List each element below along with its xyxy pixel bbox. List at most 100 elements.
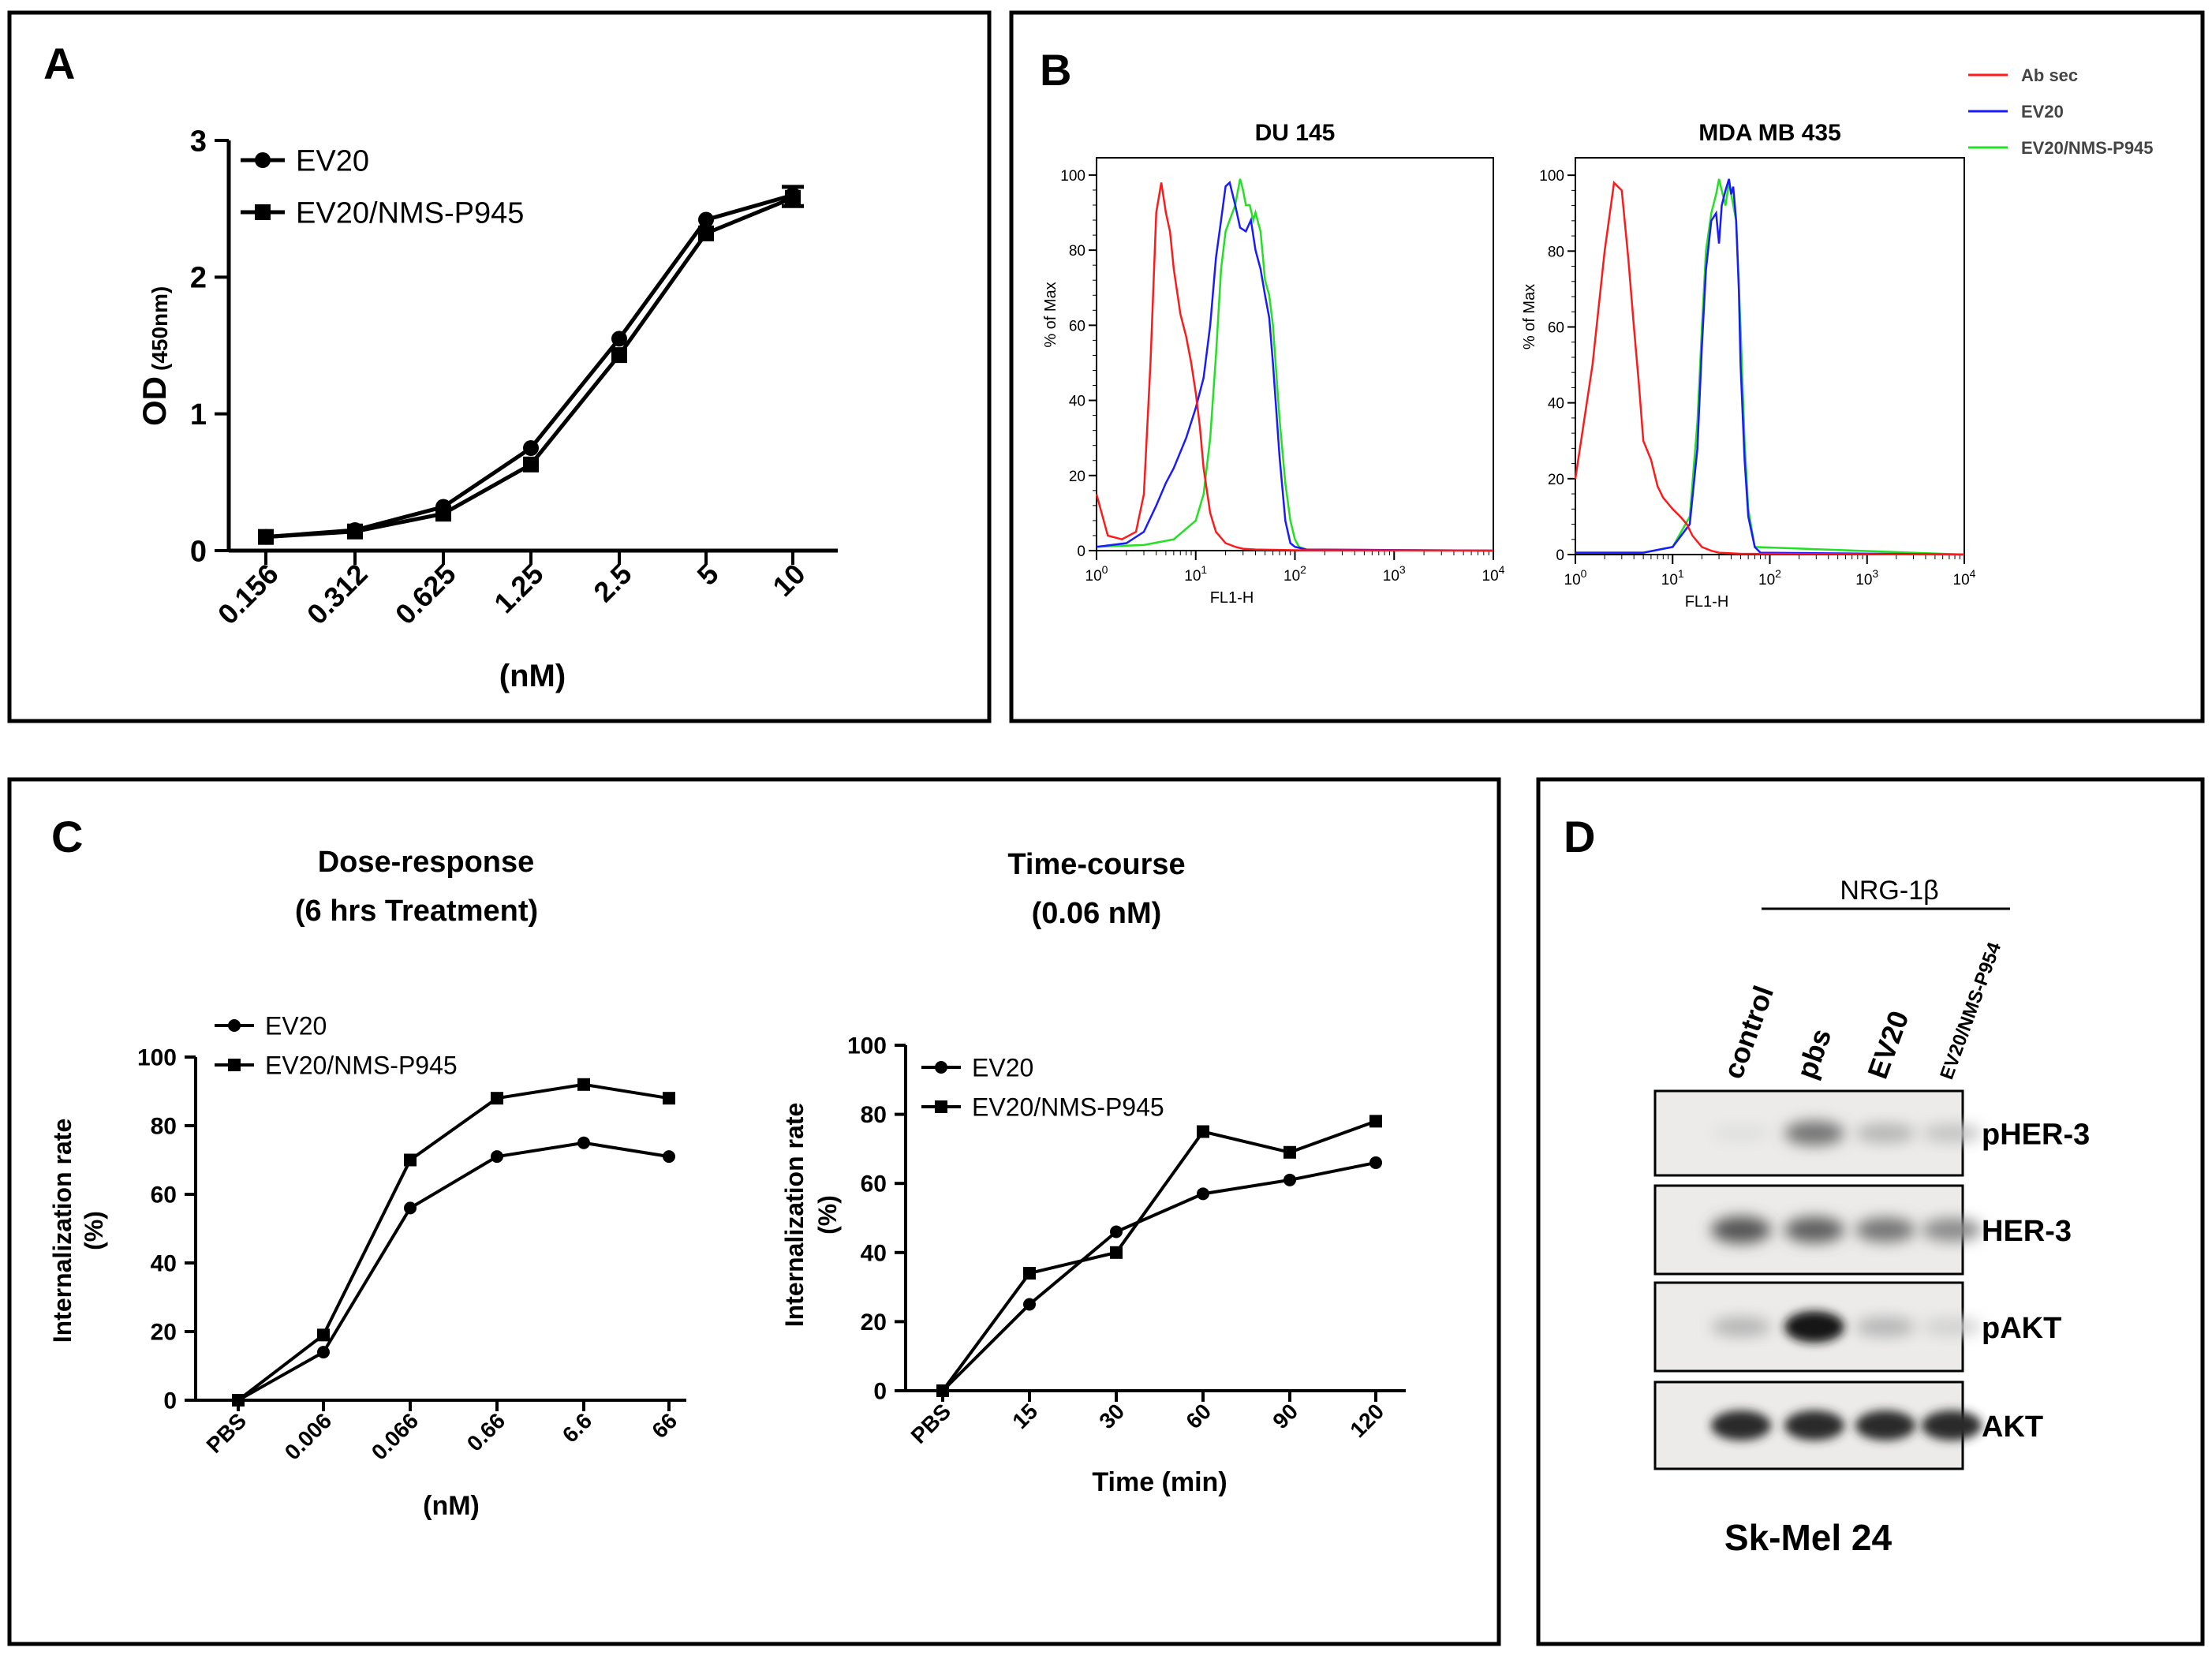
cl-series-line-1 — [237, 1082, 670, 1402]
b-xtick-exp: 4 — [1970, 567, 1976, 580]
cl-data-point — [404, 1201, 417, 1215]
d-band — [1711, 1410, 1771, 1440]
cl-data-point — [232, 1394, 245, 1407]
b-xtick-label: 100 — [1564, 567, 1587, 588]
b-xtick-label: 102 — [1758, 567, 1781, 588]
cl-data-point — [663, 1092, 675, 1105]
cl-ytick-label: 20 — [151, 1320, 177, 1346]
cr-ytick-label: 100 — [847, 1033, 887, 1059]
cl-ytick-label: 60 — [151, 1182, 177, 1209]
cl-series-line-0 — [237, 1141, 670, 1402]
b-xtick-exp: 1 — [1678, 567, 1684, 580]
cl-ytick-label: 0 — [163, 1388, 177, 1414]
cl-data-point — [491, 1092, 503, 1105]
panel-d-letter: D — [1564, 812, 1595, 861]
a-xtick-label: 0.312 — [301, 558, 374, 631]
d-band — [1711, 1216, 1771, 1243]
panel-a-frame — [7, 10, 992, 723]
d-cell-line: Sk-Mel 24 — [1724, 1517, 1893, 1558]
cl-xtick-label: 66 — [647, 1408, 682, 1443]
a-ytick-label: 0 — [190, 535, 207, 568]
cr-legend-label: EV20 — [972, 1054, 1033, 1082]
a-xtick-label: 1.25 — [488, 558, 550, 620]
b-xtick-label: 100 — [1085, 563, 1108, 585]
a-legend-marker — [255, 204, 271, 220]
cl-xtick-label: 0.006 — [280, 1408, 336, 1464]
d-band — [1922, 1218, 1982, 1242]
cr-ytick-label: 60 — [861, 1171, 887, 1197]
d-lane-label: control — [1717, 981, 1780, 1083]
d-band — [1855, 1217, 1915, 1242]
b-series-0 — [1095, 182, 1494, 552]
a-ylabel-main: OD — [136, 376, 173, 426]
cl-legend-marker — [228, 1059, 241, 1071]
cl-data-point — [317, 1346, 330, 1359]
cr-xtick-label: PBS — [906, 1399, 956, 1448]
b-legend-label: Ab sec — [2021, 65, 2078, 85]
a-xtick-label: 0.156 — [211, 558, 285, 631]
b-series-2 — [1096, 178, 1494, 552]
b-xlabel: FL1-H — [1210, 589, 1254, 607]
a-series-line-1 — [265, 196, 794, 540]
cr-ytick-label: 40 — [861, 1240, 887, 1266]
cl-legend-marker — [228, 1019, 241, 1032]
a-data-point — [435, 506, 451, 522]
b-ytick-label: 80 — [1548, 244, 1564, 260]
cr-data-point — [1369, 1115, 1382, 1128]
cr-legend-marker — [935, 1100, 947, 1113]
b-xtick-exp: 2 — [1300, 563, 1306, 576]
panel-b-letter: B — [1040, 45, 1071, 95]
a-xtick-label: 5 — [691, 558, 725, 592]
a-legend-label: EV20/NMS-P945 — [296, 197, 524, 230]
cr-series-line-0 — [941, 1160, 1377, 1392]
b-xtick-exp: 0 — [1581, 567, 1587, 580]
a-xtick-label: 10 — [766, 558, 811, 603]
b-xtick-label: 102 — [1283, 563, 1306, 585]
cl-xlabel: (nM) — [423, 1491, 480, 1521]
b-xtick-label: 103 — [1855, 567, 1878, 588]
d-row-label: HER-3 — [1982, 1215, 2072, 1248]
a-data-point — [611, 347, 627, 364]
b-xtick-base: 10 — [1085, 568, 1102, 585]
d-lane-label: EV20/NMS-P954 — [1936, 939, 2005, 1082]
cr-data-point — [1110, 1246, 1123, 1259]
d-band — [1922, 1317, 1982, 1336]
b-xtick-base: 10 — [1758, 572, 1775, 588]
b-xtick-exp: 1 — [1201, 563, 1207, 576]
b-xtick-exp: 3 — [1399, 563, 1406, 576]
panel-c-dose-response: Dose-response (6 hrs Treatment) 0 20 40 60 8… — [48, 846, 686, 1521]
cl-ylabel-line1: Internalization rate — [48, 1119, 77, 1343]
cr-xtick-label: 60 — [1181, 1399, 1216, 1433]
cl-xtick-label: 0.066 — [367, 1408, 423, 1464]
cr-title-line1: Time-course — [1007, 848, 1185, 881]
cl-ytick-label: 40 — [151, 1251, 177, 1277]
b-xlabel: FL1-H — [1685, 593, 1729, 611]
cr-data-point — [1283, 1173, 1296, 1186]
panel-d-western-blot: NRG-1β control pbs EV20 EV20/NMS-P954 pHER-… — [1653, 876, 2090, 1558]
cr-data-point — [1110, 1225, 1123, 1238]
panel-c-time-course: Time-course (0.06 nM) 0 20 40 60 80 100 PBS 15… — [780, 848, 1406, 1497]
a-data-point — [698, 211, 714, 228]
d-band — [1855, 1317, 1915, 1337]
b-plot-title: MDA MB 435 — [1698, 120, 1841, 146]
d-lane-label: EV20 — [1861, 1007, 1915, 1083]
b-ylabel: % of Max — [1521, 284, 1538, 349]
b-xtick-exp: 3 — [1872, 567, 1878, 580]
d-band — [1922, 1410, 1982, 1440]
cl-title-line1: Dose-response — [318, 846, 535, 879]
cr-xlabel: Time (min) — [1092, 1467, 1227, 1497]
panel-c-frame — [7, 777, 1501, 1646]
cl-data-point — [491, 1150, 503, 1164]
b-ytick-label: 60 — [1069, 318, 1085, 334]
d-band — [1784, 1311, 1844, 1343]
cr-data-point — [1283, 1145, 1296, 1159]
b-xtick-base: 10 — [1184, 568, 1201, 585]
b-xtick-base: 10 — [1482, 568, 1499, 585]
d-band — [1784, 1121, 1844, 1145]
b-legend-label: EV20 — [2021, 102, 2064, 121]
d-band — [1855, 1410, 1915, 1440]
b-ytick-label: 0 — [1077, 544, 1085, 560]
